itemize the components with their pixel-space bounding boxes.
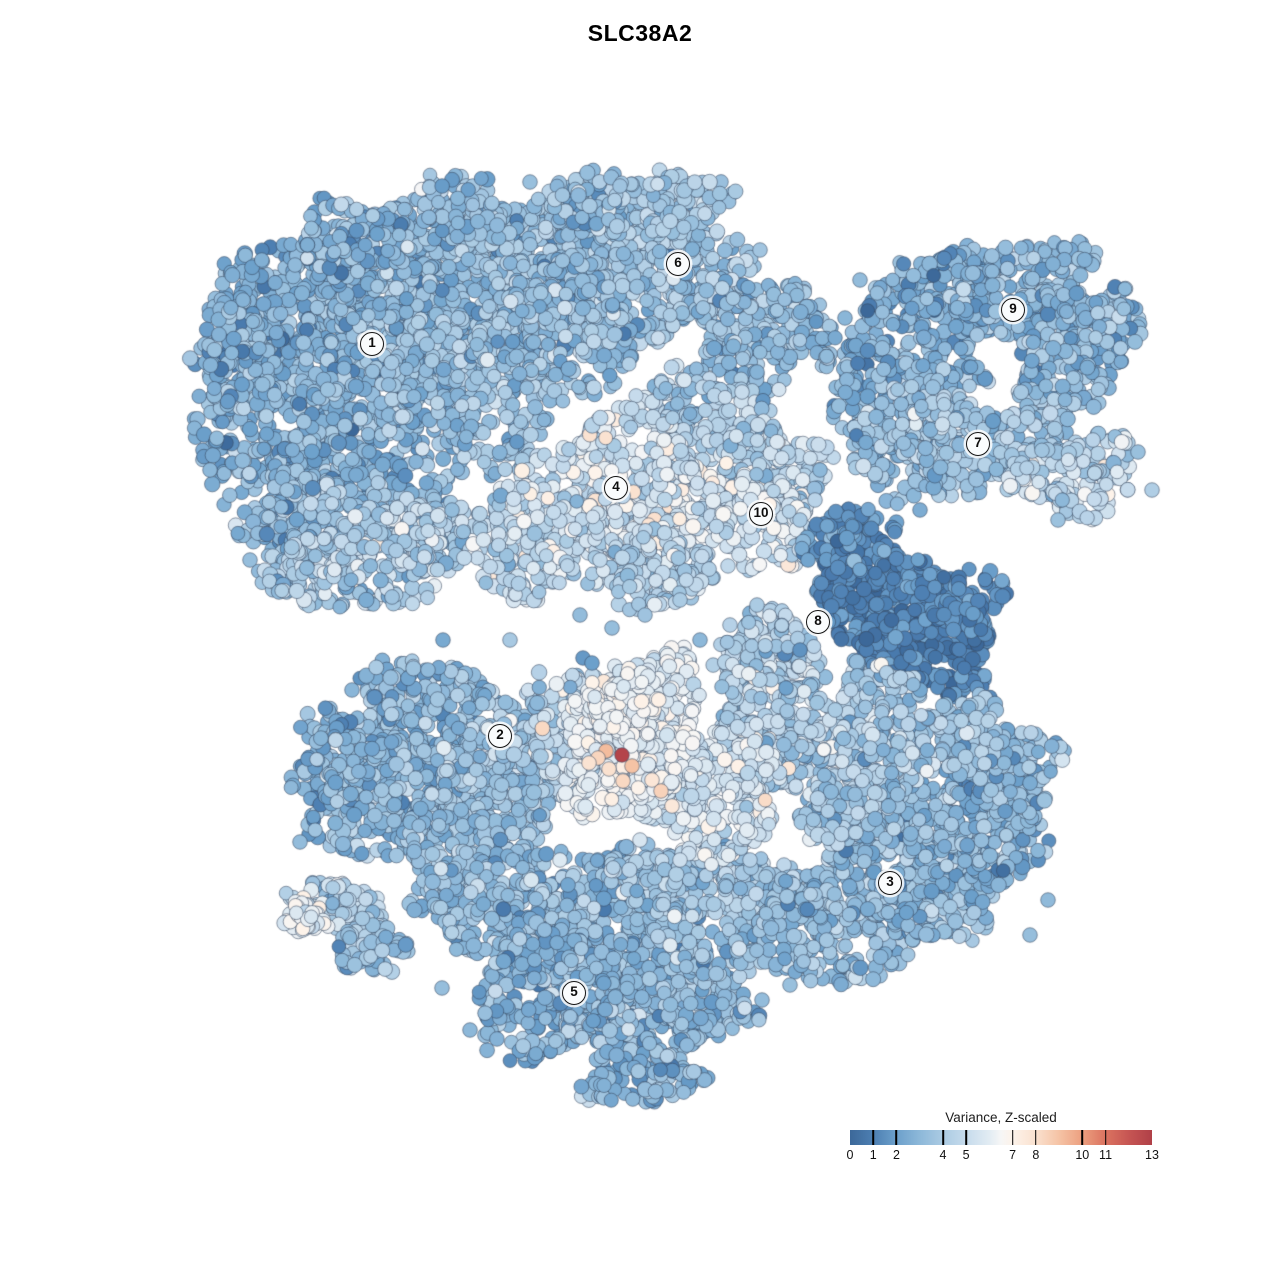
colorbar-tick	[1104, 1130, 1107, 1145]
colorbar-tick	[872, 1130, 875, 1145]
colorbar-tick-label: 1	[869, 1148, 877, 1162]
colorbar-tick-label: 13	[1145, 1148, 1159, 1162]
colorbar-tick	[965, 1130, 967, 1145]
colorbar-tick	[895, 1130, 898, 1145]
cluster-label-9: 9	[1001, 298, 1025, 322]
colorbar-tick-label: 4	[939, 1148, 947, 1162]
colorbar-tick-label: 11	[1099, 1148, 1113, 1162]
cluster-label-8: 8	[806, 610, 830, 634]
colorbar-tick	[942, 1130, 944, 1145]
colorbar-title: Variance, Z-scaled	[945, 1110, 1057, 1125]
colorbar-legend: Variance, Z-scaled 0 1 2 4 5 7 8 10 11 13	[846, 1110, 1159, 1163]
colorbar-tick-label: 0	[846, 1148, 854, 1162]
colorbar-tick-label: 7	[1009, 1148, 1017, 1162]
colorbar-tick-label: 10	[1075, 1148, 1090, 1162]
cluster-label-10: 10	[749, 502, 773, 526]
colorbar-tick-label: 8	[1032, 1148, 1040, 1162]
cluster-label-1: 1	[360, 332, 384, 356]
cluster-label-6: 6	[666, 252, 690, 276]
colorbar-tick-labels: 0 1 2 4 5 7 8 10 11 13	[846, 1148, 1159, 1163]
colorbar-gradient	[850, 1130, 1152, 1145]
cluster-label-2: 2	[488, 724, 512, 748]
colorbar-tick-label: 5	[962, 1148, 970, 1162]
colorbar-tick	[1035, 1130, 1037, 1145]
cluster-label-7: 7	[966, 432, 990, 456]
colorbar-tick	[1081, 1130, 1084, 1145]
cluster-label-4: 4	[604, 476, 628, 500]
cluster-label-3: 3	[878, 871, 902, 895]
colorbar-tick	[1011, 1130, 1014, 1145]
cluster-label-5: 5	[562, 981, 586, 1005]
colorbar-tick-label: 2	[892, 1148, 900, 1162]
